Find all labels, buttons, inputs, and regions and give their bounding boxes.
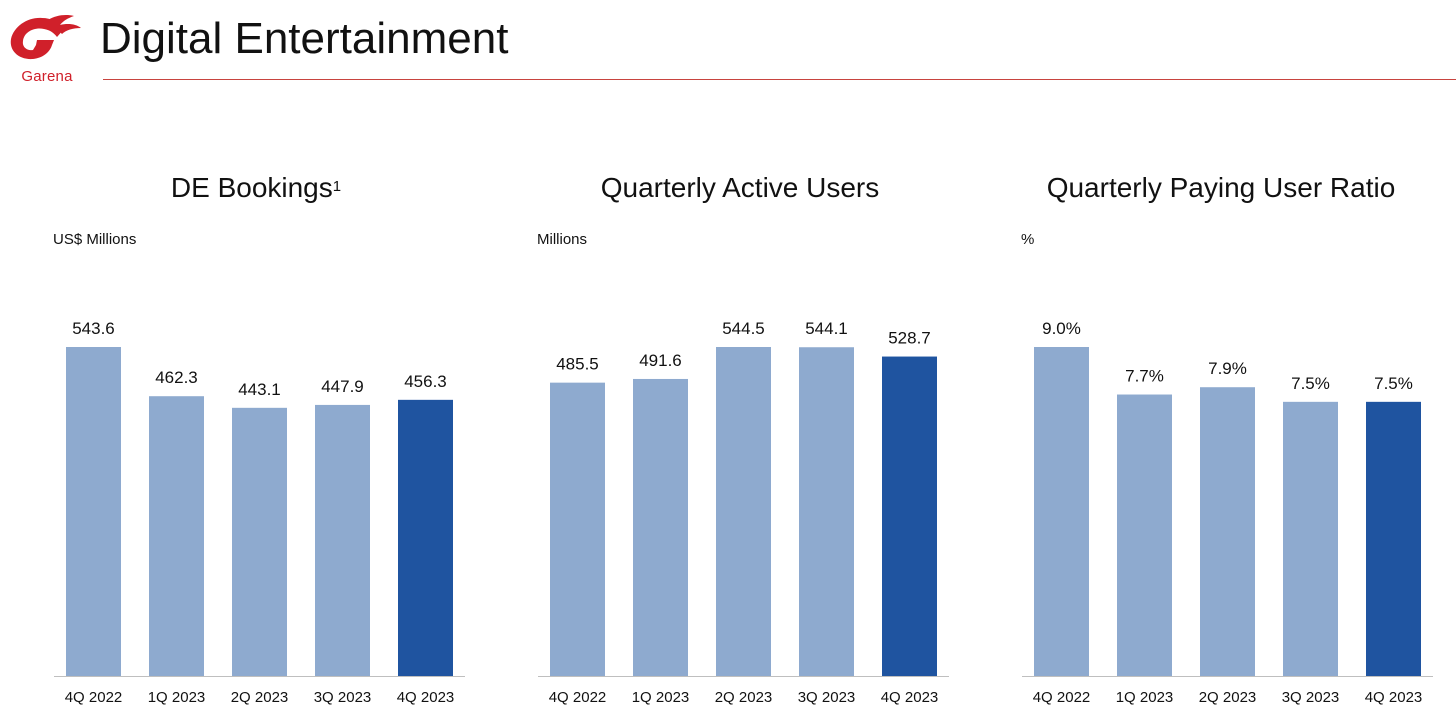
- data-label: 9.0%: [1042, 319, 1081, 338]
- data-label: 447.9: [321, 377, 364, 396]
- logo-text: Garena: [21, 68, 73, 85]
- x-tick-label: 1Q 2023: [148, 689, 206, 706]
- data-label: 543.6: [72, 319, 115, 338]
- x-tick-label: 3Q 2023: [798, 689, 856, 706]
- unit-label: US$ Millions: [53, 231, 137, 248]
- chart-title-text: Quarterly Active Users: [600, 172, 880, 203]
- x-tick-label: 1Q 2023: [1116, 689, 1174, 706]
- bar: [398, 399, 453, 676]
- data-label: 544.1: [805, 319, 848, 338]
- page-title: Digital Entertainment: [100, 14, 509, 63]
- de-bookings-panel: DE Bookings1 US$ Millions 543.6 4Q 2022 46…: [40, 0, 472, 723]
- data-label: 462.3: [155, 368, 198, 387]
- paying-user-ratio-chart: 9.0% 4Q 2022 7.7% 1Q 2023 7.9% 2Q 2023 7.5% 3Q …: [1022, 319, 1433, 706]
- garena-dragon-icon: [10, 15, 81, 60]
- x-tick-label: 1Q 2023: [632, 689, 690, 706]
- bar: [232, 407, 287, 676]
- data-label: 544.5: [722, 319, 765, 338]
- footnote-marker: 1: [332, 178, 342, 195]
- x-tick-label: 4Q 2022: [65, 689, 123, 706]
- chart-title: Quarterly Active Users: [524, 172, 956, 204]
- x-tick-label: 4Q 2023: [1365, 689, 1423, 706]
- data-label: 7.5%: [1374, 374, 1413, 393]
- bar: [149, 396, 204, 676]
- bar: [716, 347, 771, 676]
- x-tick-label: 2Q 2023: [231, 689, 289, 706]
- quarterly-active-users-panel: Quarterly Active Users Millions 485.5 4Q …: [524, 0, 956, 723]
- unit-label: Millions: [537, 231, 588, 248]
- bar: [1034, 347, 1089, 676]
- x-tick-label: 2Q 2023: [1199, 689, 1257, 706]
- title-divider: [103, 79, 1456, 80]
- garena-logo: Garena: [6, 12, 82, 86]
- x-tick-label: 4Q 2022: [549, 689, 607, 706]
- x-tick-label: 4Q 2023: [397, 689, 455, 706]
- paying-user-ratio-panel: Quarterly Paying User Ratio % 9.0% 4Q 202…: [1008, 0, 1434, 723]
- data-label: 485.5: [556, 355, 599, 374]
- data-label: 456.3: [404, 372, 447, 391]
- chart-title-text: DE Bookings: [170, 172, 333, 203]
- bar: [1117, 394, 1172, 676]
- bar: [1283, 401, 1338, 676]
- chart-title-text: Quarterly Paying User Ratio: [1046, 172, 1396, 203]
- data-label: 7.7%: [1125, 367, 1164, 386]
- bar: [66, 347, 121, 676]
- bar: [315, 404, 370, 676]
- x-tick-label: 3Q 2023: [1282, 689, 1340, 706]
- data-label: 7.5%: [1291, 374, 1330, 393]
- bar: [633, 378, 688, 676]
- bar: [1366, 401, 1421, 676]
- data-label: 7.9%: [1208, 359, 1247, 378]
- x-tick-label: 3Q 2023: [314, 689, 372, 706]
- bar: [550, 382, 605, 676]
- chart-title: Quarterly Paying User Ratio: [1008, 172, 1434, 204]
- x-tick-label: 4Q 2022: [1033, 689, 1091, 706]
- bar: [799, 347, 854, 676]
- data-label: 443.1: [238, 380, 281, 399]
- bar: [1200, 387, 1255, 676]
- data-label: 528.7: [888, 329, 931, 348]
- quarterly-active-users-chart: 485.5 4Q 2022 491.6 1Q 2023 544.5 2Q 2023 544.…: [538, 319, 949, 706]
- x-tick-label: 2Q 2023: [715, 689, 773, 706]
- bar: [882, 356, 937, 676]
- chart-title: DE Bookings1: [40, 172, 472, 204]
- x-tick-label: 4Q 2023: [881, 689, 939, 706]
- de-bookings-chart: 543.6 4Q 2022 462.3 1Q 2023 443.1 2Q 2023 447.…: [54, 319, 465, 706]
- unit-label: %: [1021, 231, 1035, 248]
- data-label: 491.6: [639, 351, 682, 370]
